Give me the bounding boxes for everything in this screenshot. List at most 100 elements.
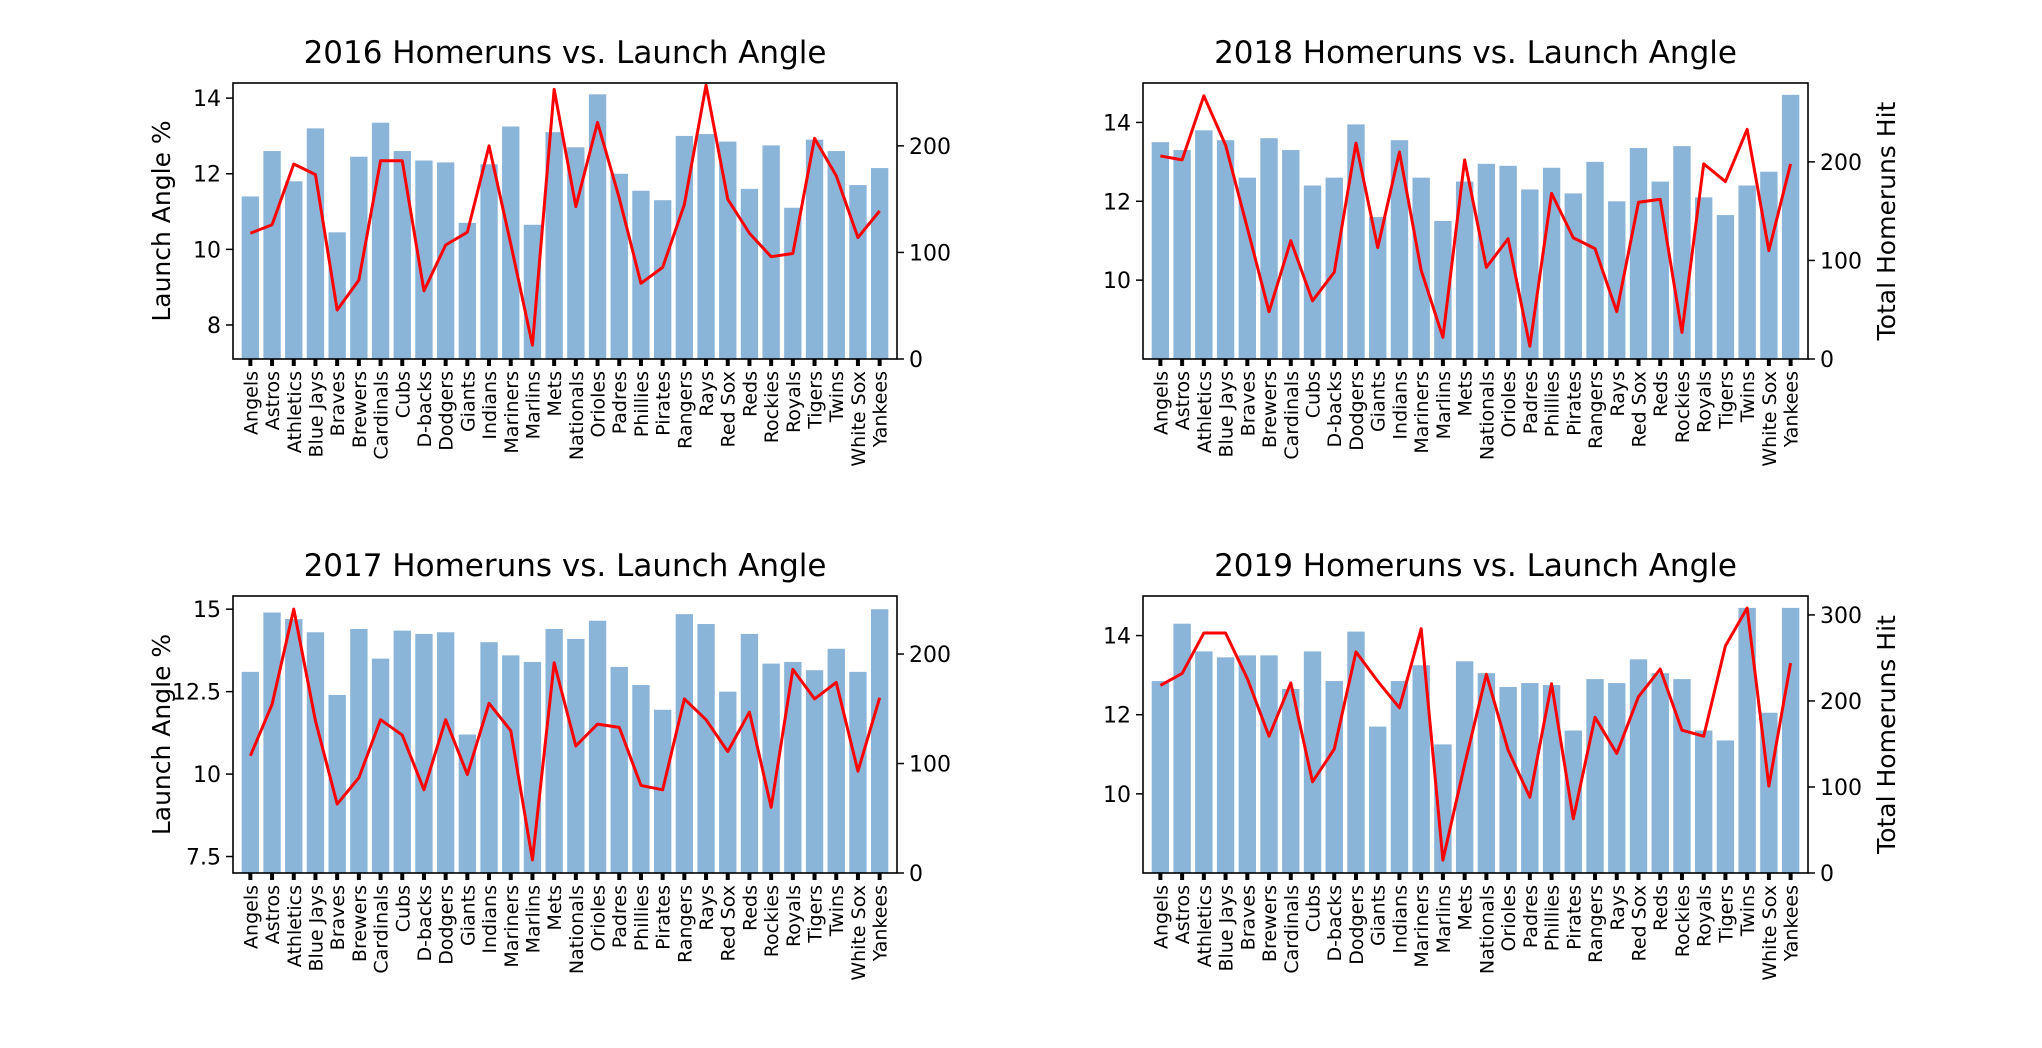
bar-tigers bbox=[1716, 740, 1735, 873]
category-label: Yankees bbox=[1781, 885, 1803, 962]
bar-reds bbox=[740, 188, 759, 359]
category-label: Rangers bbox=[1585, 885, 1607, 963]
category-label: Indians bbox=[1389, 371, 1411, 440]
bar-tigers bbox=[805, 670, 824, 873]
category-label: Red Sox bbox=[718, 885, 740, 961]
category-label: Royals bbox=[1694, 371, 1716, 433]
category-label: Reds bbox=[739, 885, 761, 931]
category-label: Pirates bbox=[1563, 885, 1585, 950]
bar-mariners bbox=[502, 655, 520, 873]
category-label: Rays bbox=[696, 885, 718, 931]
category-label: White Sox bbox=[848, 885, 870, 981]
left-tick-label: 12 bbox=[1103, 190, 1131, 215]
axes-frame bbox=[232, 595, 898, 874]
category-label: Nationals bbox=[1476, 371, 1498, 460]
category-label: Dodgers bbox=[1346, 371, 1368, 451]
category-label: Indians bbox=[479, 885, 501, 954]
category-label: D-backs bbox=[414, 885, 436, 962]
homeruns-line bbox=[1159, 606, 1793, 862]
category-label: Cardinals bbox=[371, 885, 393, 974]
y2-axis-label: Total Homeruns Hit bbox=[1872, 615, 1901, 855]
category-label: White Sox bbox=[1759, 885, 1781, 981]
bar-mets bbox=[1455, 181, 1474, 359]
bar-phillies bbox=[632, 685, 650, 873]
category-label: Dodgers bbox=[436, 371, 458, 451]
category-label: Braves bbox=[1237, 885, 1259, 950]
right-tick-label: 0 bbox=[1820, 348, 1834, 373]
category-label: Athletics bbox=[1194, 371, 1216, 453]
category-label: Padres bbox=[609, 371, 631, 434]
bar-reds bbox=[1651, 673, 1669, 873]
category-label: Athletics bbox=[1194, 885, 1216, 967]
bar-reds bbox=[740, 633, 759, 873]
bar-astros bbox=[1173, 150, 1191, 359]
bar-yankees bbox=[1781, 607, 1800, 873]
bar-orioles bbox=[1499, 165, 1517, 359]
category-label: Phillies bbox=[631, 371, 653, 437]
category-label: Tigers bbox=[1715, 371, 1737, 430]
right-tick-label: 200 bbox=[1820, 151, 1862, 176]
left-tick-label: 12 bbox=[193, 163, 221, 188]
category-label: Astros bbox=[262, 885, 284, 944]
category-label: Cubs bbox=[392, 885, 414, 932]
category-label: Reds bbox=[1650, 371, 1672, 417]
bar-orioles bbox=[1499, 687, 1517, 873]
category-label: Cubs bbox=[1303, 371, 1325, 418]
category-label: Astros bbox=[262, 371, 284, 430]
category-label: Astros bbox=[1172, 371, 1194, 430]
bar-yankees bbox=[1781, 94, 1800, 359]
left-tick-label: 14 bbox=[193, 87, 221, 112]
category-label: Marlins bbox=[1433, 371, 1455, 439]
right-tick-label: 100 bbox=[909, 241, 951, 266]
category-label: Pirates bbox=[653, 371, 675, 436]
bar-cardinals bbox=[371, 658, 390, 873]
left-tick-label: 8 bbox=[207, 314, 221, 339]
bar-white-sox bbox=[1760, 171, 1778, 359]
bar-indians bbox=[480, 164, 498, 359]
category-label: Reds bbox=[1650, 885, 1672, 931]
bar-tigers bbox=[805, 139, 824, 359]
category-label: Red Sox bbox=[1628, 885, 1650, 961]
category-label: White Sox bbox=[848, 371, 870, 467]
bar-rockies bbox=[762, 663, 780, 873]
bar-twins bbox=[1738, 607, 1756, 873]
category-label: Tigers bbox=[1715, 885, 1737, 944]
category-label: Mets bbox=[1455, 371, 1477, 416]
bar-padres bbox=[610, 666, 628, 873]
chart-title: 2019 Homeruns vs. Launch Angle bbox=[1214, 548, 1737, 584]
left-tick-label: 10 bbox=[1103, 783, 1131, 808]
bar-d-backs bbox=[415, 633, 433, 873]
category-label: Cubs bbox=[392, 371, 414, 418]
bar-red-sox bbox=[1629, 148, 1648, 359]
right-tick-label: 100 bbox=[1820, 776, 1862, 801]
bar-pirates bbox=[1564, 730, 1582, 873]
chart-title: 2018 Homeruns vs. Launch Angle bbox=[1214, 35, 1737, 71]
y-axis-label: Launch Angle % bbox=[147, 634, 176, 835]
bar-cubs bbox=[1303, 185, 1322, 359]
bar-braves bbox=[328, 232, 346, 359]
bar-blue-jays bbox=[306, 128, 325, 359]
chart-title: 2016 Homeruns vs. Launch Angle bbox=[304, 35, 827, 71]
bar-brewers bbox=[350, 628, 368, 873]
bar-red-sox bbox=[719, 691, 737, 873]
right-tick-label: 0 bbox=[1820, 862, 1834, 887]
left-tick-label: 7.5 bbox=[186, 846, 221, 871]
category-label: Yankees bbox=[870, 371, 892, 448]
category-label: Red Sox bbox=[718, 371, 740, 447]
category-label: Rays bbox=[1607, 885, 1629, 931]
bar-braves bbox=[328, 694, 346, 873]
category-label: Rangers bbox=[674, 885, 696, 963]
category-label: D-backs bbox=[1324, 371, 1346, 448]
category-label: Indians bbox=[479, 371, 501, 440]
category-label: Brewers bbox=[1259, 885, 1281, 962]
category-label: Marlins bbox=[522, 885, 544, 953]
bar-athletics bbox=[285, 619, 303, 873]
category-label: Athletics bbox=[284, 885, 306, 967]
category-label: White Sox bbox=[1759, 371, 1781, 467]
bar-nationals bbox=[567, 638, 585, 873]
category-label: Padres bbox=[609, 885, 631, 948]
category-label: Nationals bbox=[566, 371, 588, 460]
right-tick-label: 200 bbox=[909, 135, 951, 160]
bar-brewers bbox=[1260, 655, 1278, 873]
